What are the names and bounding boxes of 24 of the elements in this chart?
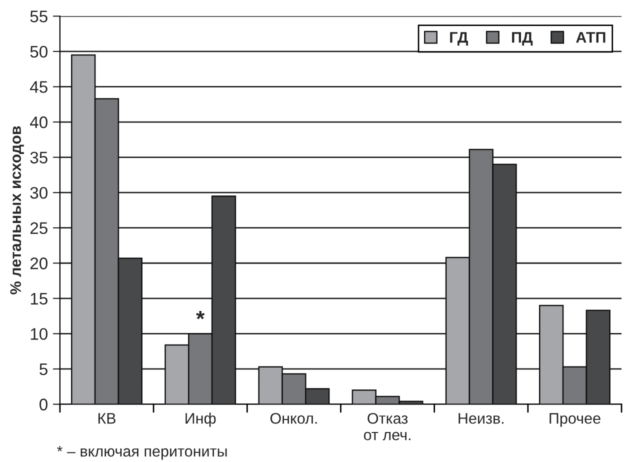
x-tick-label: Прочее <box>550 413 600 427</box>
x-tick-label: КВ <box>98 413 116 424</box>
y-tick-label: 25 <box>30 222 48 234</box>
y-axis-title: % летальных исходов <box>10 126 24 294</box>
x-tick-label: Онкол. <box>270 412 317 424</box>
y-tick-label: 10 <box>30 328 48 340</box>
y-tick-label: 45 <box>30 81 48 93</box>
y-tick-label: 5 <box>40 364 48 376</box>
y-tick-label: 55 <box>30 10 48 22</box>
legend-label: ПД <box>512 32 533 46</box>
x-tick-label: Неизв. <box>458 413 504 424</box>
y-tick-label: 50 <box>30 46 48 58</box>
y-tick-label: 35 <box>30 152 48 164</box>
legend-label: ГД <box>450 32 468 46</box>
annotation: * <box>196 311 205 320</box>
text: * – включая перитониты <box>57 446 227 460</box>
legend-label: АТП <box>576 32 606 43</box>
y-tick-label: 30 <box>30 186 48 199</box>
x-tick-label: Инф <box>186 412 216 427</box>
y-tick-label: 20 <box>30 258 48 270</box>
y-tick-label: 0 <box>40 398 48 410</box>
y-tick-label: 40 <box>30 116 48 128</box>
x-tick-label: Отказ от леч. <box>364 412 410 440</box>
y-tick-label: 15 <box>30 292 48 305</box>
